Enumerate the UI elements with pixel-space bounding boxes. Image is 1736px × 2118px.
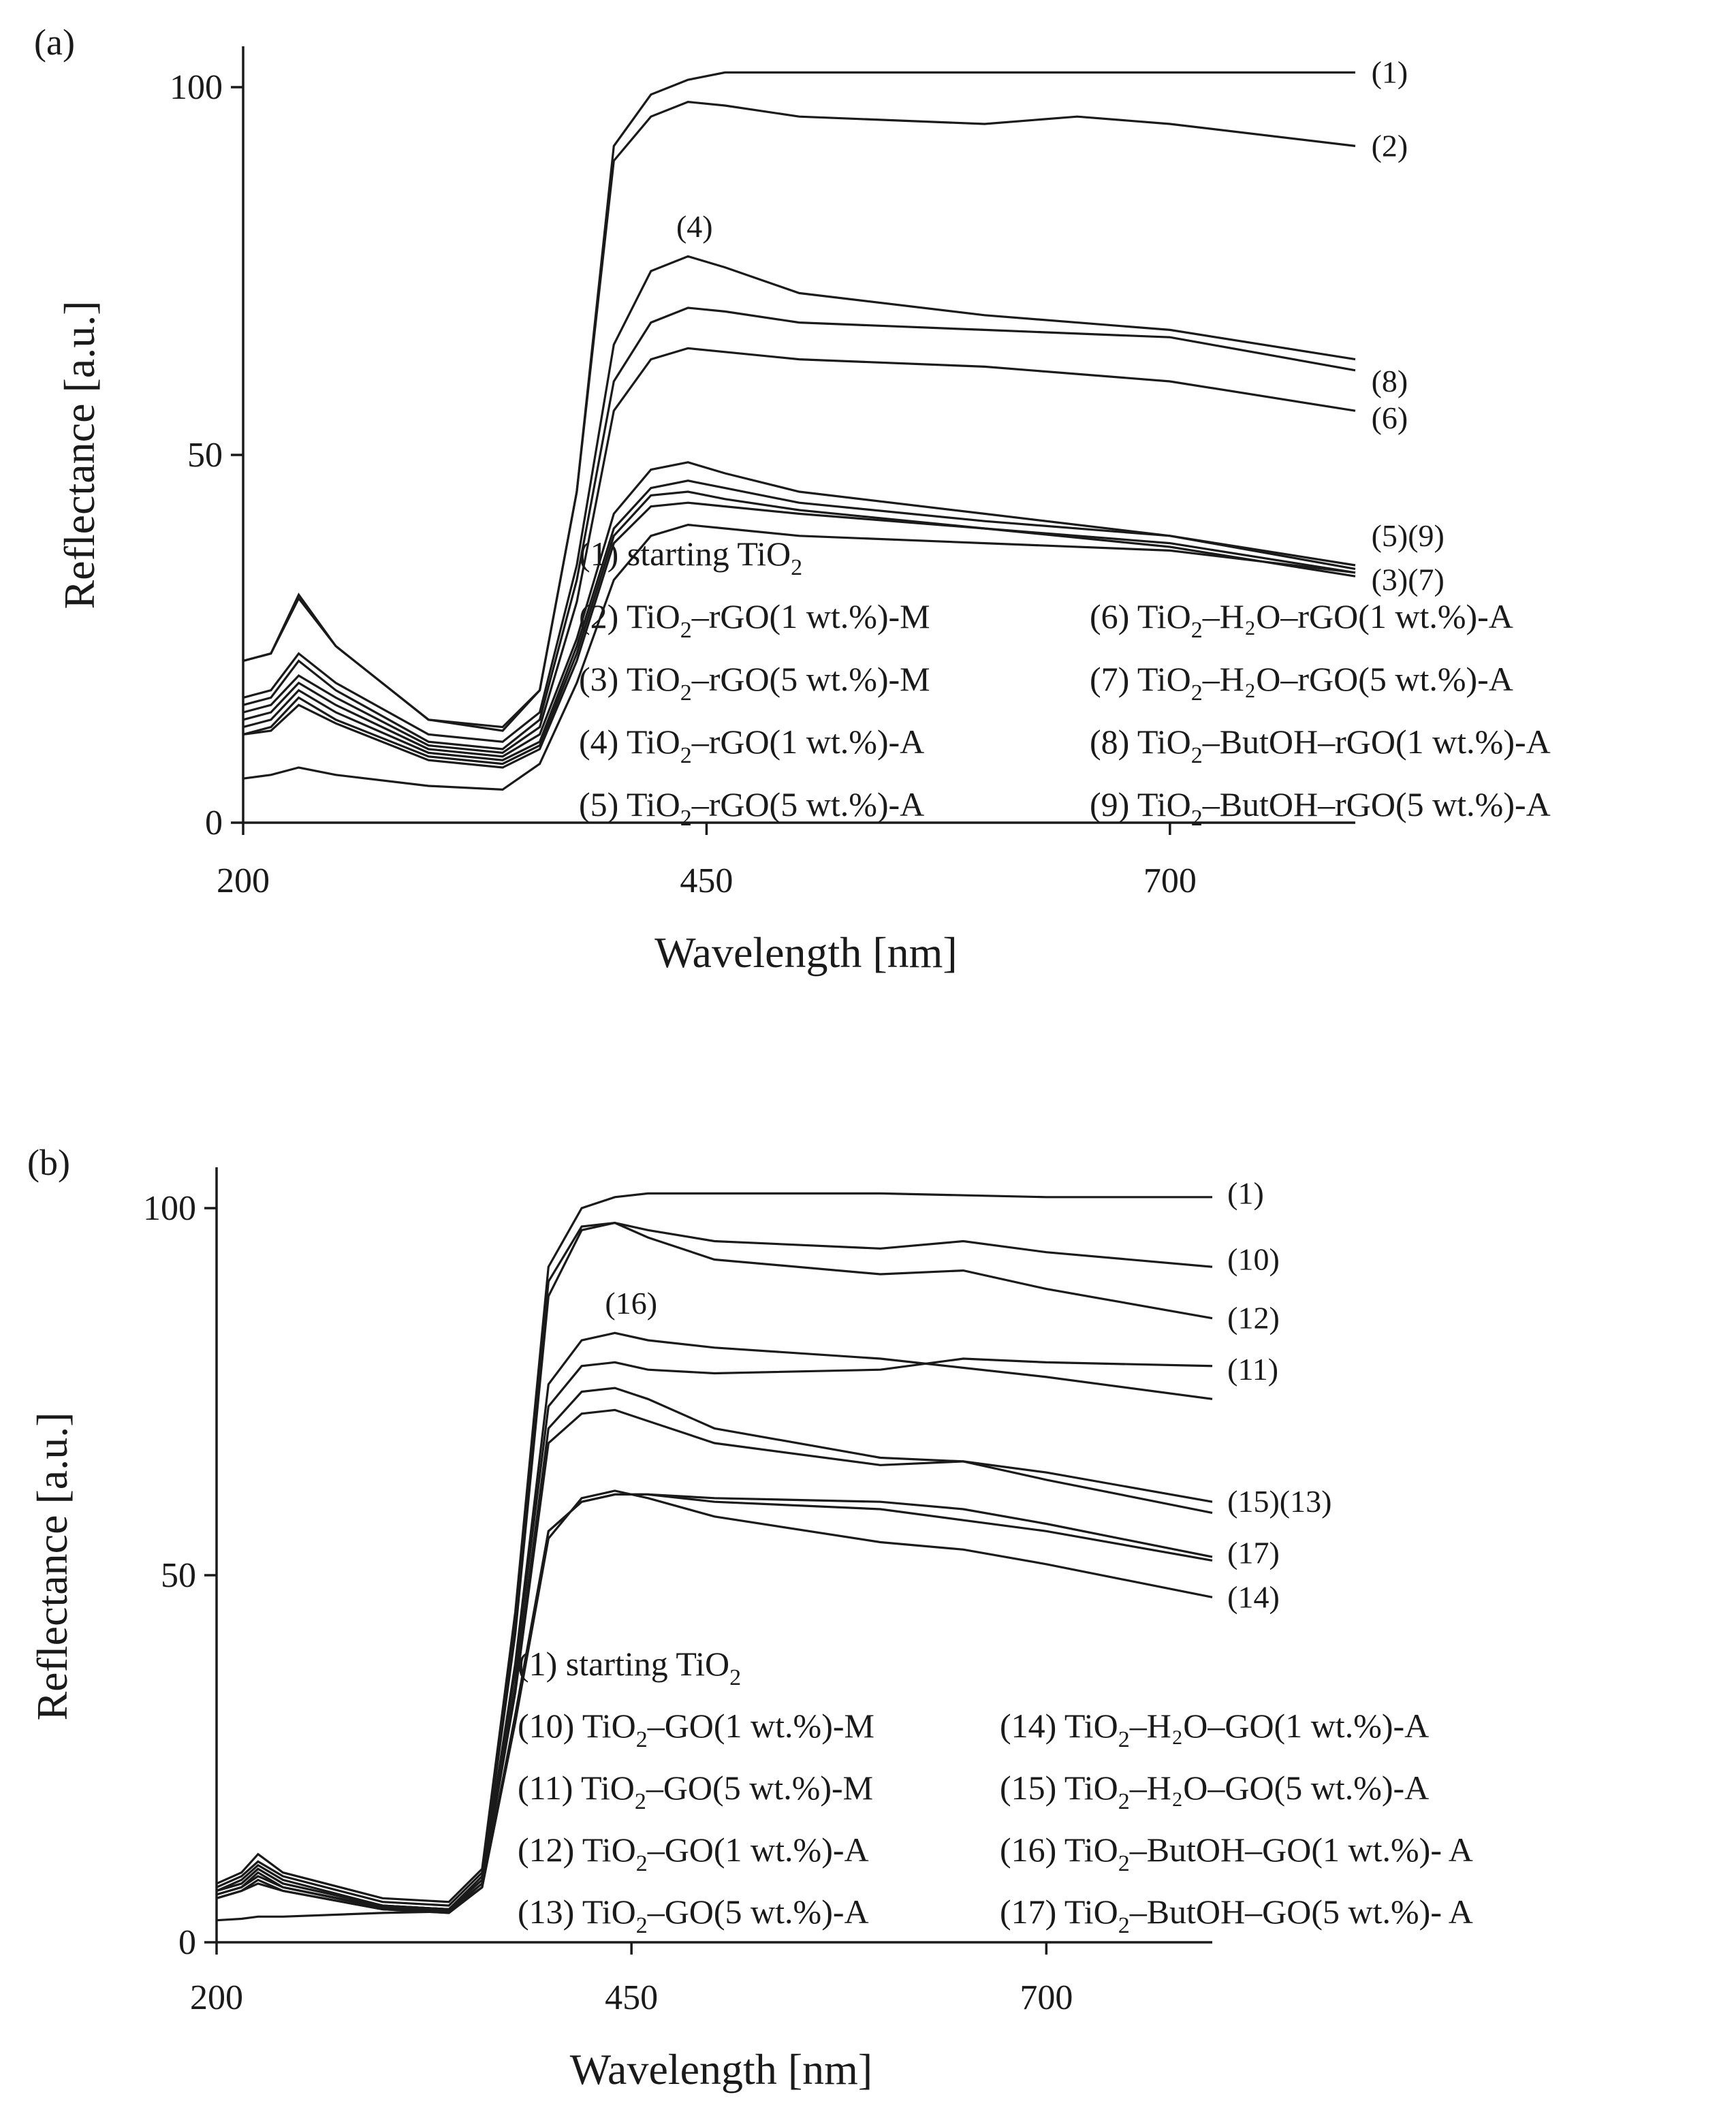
p0-legend-entry-left-2: (3) TiO2–rGO(5 wt.%)-M [579,660,930,706]
p0-series-line-5 [242,461,1356,758]
p0-series-line-3 [242,306,1356,750]
p1-curve-label: (12) [1227,1301,1280,1335]
p0-series-line-6 [242,479,1356,761]
p1-legend-entry-right-0: (14) TiO2–H₂O–GO(1 wt.%)-A [1000,1707,1429,1752]
p0-curve-label: (8) [1372,364,1408,398]
p0-legend-entry-left-0: (1) starting TiO2 [579,535,802,580]
p0-y-tick-label: 100 [170,68,223,107]
p1-legend-entry-left-0: (1) starting TiO2 [518,1645,741,1690]
p1-series-line-0 [216,1192,1212,1903]
p0-y-tick-label: 0 [205,804,223,842]
p0-curve-label: (5)(9) [1372,518,1445,553]
p1-x-axis-title: Wavelength [nm] [570,2045,872,2093]
p1-curve-label: (15)(13) [1227,1484,1331,1519]
p1-series-line-1 [216,1221,1213,1907]
panel-a-label: (a) [34,22,75,63]
p0-series-line-9 [242,523,1356,791]
p1-x-tick-label: 200 [190,1978,243,2017]
p0-legend-entry-right-3: (9) TiO2–ButOH–rGO(5 wt.%)-A [1090,785,1551,831]
p0-x-axis-title: Wavelength [nm] [654,928,957,977]
p0-legend-entry-left-4: (5) TiO2–rGO(5 wt.%)-A [579,785,924,831]
p1-series-line-3 [216,1331,1213,1911]
p0-series-line-1 [242,100,1356,732]
p1-series-line-4 [216,1357,1213,1911]
p0-series-line-2 [242,255,1356,743]
p1-series-line-5 [216,1387,1213,1912]
p1-series-line-2 [216,1221,1213,1911]
panel-a: (a) 0 50 100 200 450 700 Wavelength [nm] Reflec… [34,22,1551,977]
p0-y-axis-title: Reflectance [a.u.] [55,300,104,609]
p0-x-tick-label: 450 [680,862,733,900]
p1-curve-label: (10) [1227,1242,1280,1276]
p0-legend-entry-right-0: (6) TiO2–H₂O–rGO(1 wt.%)-A [1090,597,1513,643]
p1-y-tick-label: 100 [143,1189,196,1228]
p0-curve-label: (3)(7) [1372,563,1445,597]
p1-legend-entry-left-1: (10) TiO2–GO(1 wt.%)-M [518,1707,874,1752]
p0-x-tick-label: 700 [1143,862,1197,900]
p1-curve-label: (1) [1227,1175,1264,1210]
panel-b-label: (b) [27,1142,70,1183]
p1-curve-label: (14) [1227,1579,1280,1614]
p1-y-tick-label: 0 [178,1923,196,1962]
p0-curve-label: (1) [1372,54,1408,89]
p1-series-line-9 [216,1493,1213,1922]
p0-x-tick-label: 200 [217,862,270,900]
p1-legend-entry-right-3: (17) TiO2–ButOH–GO(5 wt.%)- A [1000,1893,1473,1938]
p0-curve-label: (6) [1372,400,1408,435]
p1-x-tick-label: 450 [605,1978,658,2017]
panel-b: (b) 0 50 100 200 450 700 Wavelength [nm] Reflec… [27,1142,1473,2093]
p0-y-tick-label: 50 [187,436,223,475]
p1-legend-entry-right-1: (15) TiO2–H₂O–GO(5 wt.%)-A [1000,1769,1429,1814]
p1-series-line-8 [216,1489,1213,1914]
p1-legend-entry-right-2: (16) TiO2–ButOH–GO(1 wt.%)- A [1000,1831,1473,1876]
p1-legend-entry-left-3: (12) TiO2–GO(1 wt.%)-A [518,1831,869,1876]
p1-series-line-6 [216,1408,1213,1913]
p1-x-tick-label: 700 [1020,1978,1073,2017]
p1-curve-label: (16) [605,1286,657,1321]
p0-series-line-8 [242,501,1356,769]
p1-curve-label: (17) [1227,1536,1280,1570]
p0-legend-entry-left-3: (4) TiO2–rGO(1 wt.%)-A [579,723,924,768]
p0-legend-entry-right-1: (7) TiO2–H₂O–rGO(5 wt.%)-A [1090,660,1513,706]
p0-curve-label: (2) [1372,128,1408,163]
p1-legend-entry-left-4: (13) TiO2–GO(5 wt.%)-A [518,1893,869,1938]
p0-series-line-4 [242,347,1356,755]
p0-curve-label: (4) [676,209,713,244]
p0-series-line-7 [242,490,1356,765]
p1-y-axis-title: Reflectance [a.u.] [28,1412,76,1720]
p1-curve-label: (11) [1227,1352,1278,1387]
p1-y-tick-label: 50 [161,1556,196,1595]
p0-legend-entry-right-2: (8) TiO2–ButOH–rGO(1 wt.%)-A [1090,723,1551,768]
p0-legend-entry-left-1: (2) TiO2–rGO(1 wt.%)-M [579,597,930,643]
p1-legend-entry-left-2: (11) TiO2–GO(5 wt.%)-M [518,1769,873,1814]
